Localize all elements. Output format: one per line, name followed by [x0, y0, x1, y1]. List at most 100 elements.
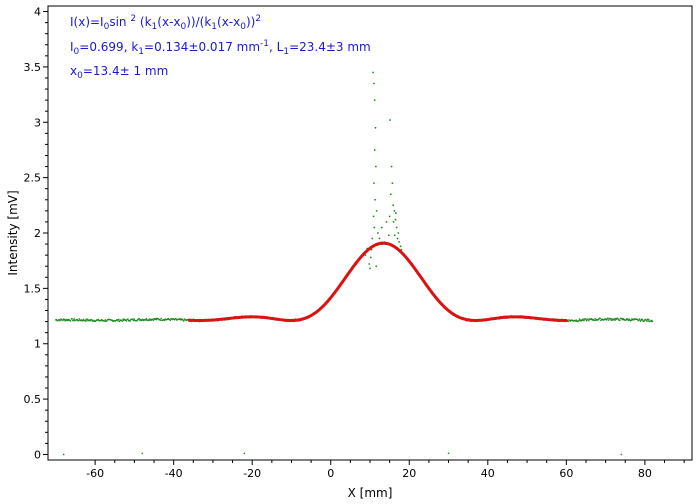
data-point [81, 320, 84, 322]
data-point [373, 99, 376, 102]
data-point [111, 319, 114, 322]
annotation-x0: x0=13.4± 1 mm [70, 64, 168, 81]
data-point [368, 263, 371, 265]
data-point [117, 318, 120, 321]
data-point [73, 318, 76, 320]
data-point [582, 319, 584, 322]
data-point [155, 318, 158, 321]
data-point [388, 215, 391, 218]
data-point [636, 318, 639, 321]
data-point [182, 320, 185, 322]
y-tick-label: 1.5 [24, 282, 42, 295]
y-tick-label: 4 [34, 6, 41, 19]
data-point [148, 318, 150, 320]
y-axis-title: Intensity [mV] [6, 190, 20, 275]
y-tick-label: 0 [34, 448, 41, 461]
data-point [599, 317, 601, 320]
x-axis: -60 -40 -20 0 20 40 60 80 [86, 460, 685, 480]
data-point [59, 319, 61, 322]
data-point [398, 240, 400, 243]
data-point [132, 319, 135, 322]
data-point [163, 319, 166, 322]
data-point [593, 319, 596, 322]
data-point [645, 320, 648, 322]
data-point [399, 245, 402, 248]
data-point [651, 320, 654, 323]
data-point [91, 319, 93, 321]
data-point [375, 265, 378, 268]
data-point [389, 119, 391, 121]
data-point [648, 318, 650, 321]
data-point [585, 318, 587, 320]
data-point [371, 237, 374, 240]
data-point [585, 319, 588, 322]
data-point [373, 82, 375, 85]
x-tick-label: 20 [402, 467, 416, 480]
data-point [374, 198, 377, 201]
data-point [86, 319, 88, 322]
data-point [395, 212, 397, 214]
x-tick-label: 60 [559, 467, 573, 480]
data-point [372, 71, 375, 74]
y-tick-label: 2 [34, 227, 41, 240]
data-point [385, 221, 388, 223]
data-point [77, 319, 80, 322]
data-point [159, 319, 162, 321]
x-tick-label: 80 [638, 467, 652, 480]
data-point [594, 317, 596, 320]
data-point [607, 319, 610, 321]
data-point [630, 319, 633, 322]
data-point [122, 318, 124, 320]
data-point [389, 193, 392, 196]
data-point [152, 319, 155, 322]
data-point [376, 232, 379, 234]
x-tick-label: 0 [327, 467, 334, 480]
data-point [647, 320, 649, 322]
data-point [125, 320, 128, 322]
data-point [243, 452, 246, 455]
data-point [141, 452, 144, 455]
data-point [619, 319, 621, 322]
y-tick-label: 2.5 [24, 172, 42, 185]
data-point [97, 318, 100, 321]
y-tick-label: 1 [34, 338, 41, 351]
data-point [567, 320, 570, 323]
data-point [390, 165, 393, 168]
data-point [607, 317, 609, 320]
data-point [136, 319, 138, 322]
y-tick-label: 0.5 [24, 393, 42, 406]
data-point [147, 319, 150, 322]
x-tick-label: -40 [165, 467, 183, 480]
y-tick-label: 3 [34, 116, 41, 129]
x-tick-label: -60 [86, 467, 104, 480]
data-point [63, 318, 66, 321]
data-point [169, 319, 172, 322]
data-point [391, 182, 394, 185]
plot-area [48, 6, 692, 460]
data-point [620, 453, 623, 456]
data-point [129, 319, 131, 322]
data-point [627, 319, 630, 322]
data-point [587, 318, 589, 321]
fit-curve [187, 241, 568, 322]
data-point [132, 318, 134, 320]
data-point [145, 317, 148, 320]
data-point [78, 318, 80, 320]
data-point [369, 256, 372, 259]
data-point [638, 318, 641, 320]
x-tick-label: 40 [481, 467, 495, 480]
data-point [447, 452, 450, 455]
data-point [84, 320, 87, 322]
data-point [372, 215, 375, 218]
data-point [138, 318, 141, 320]
data-point [373, 149, 376, 151]
data-point [613, 318, 616, 320]
data-point [387, 234, 390, 237]
data-point [127, 318, 129, 320]
data-point [393, 209, 396, 212]
data-point [614, 319, 616, 321]
data-point [117, 320, 119, 322]
data-point [392, 204, 395, 207]
data-point [62, 453, 65, 456]
